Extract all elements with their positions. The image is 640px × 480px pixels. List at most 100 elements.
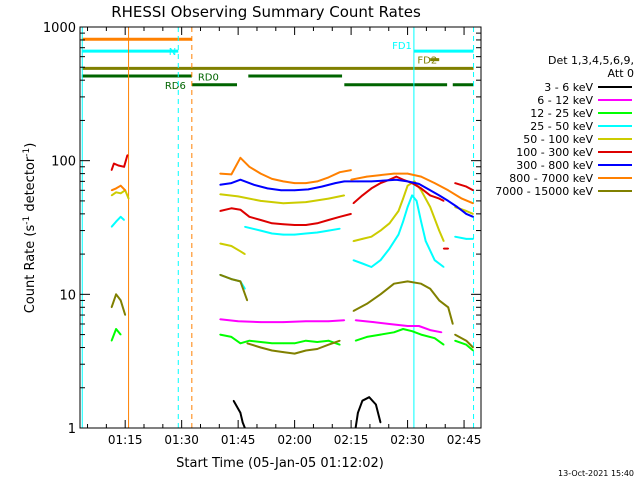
data-point	[420, 187, 422, 190]
data-point	[411, 330, 413, 333]
data-point	[126, 154, 129, 156]
data-point	[433, 337, 436, 340]
data-point	[219, 318, 221, 321]
flag-label-fd1: FD1	[392, 41, 412, 52]
data-point	[379, 182, 382, 184]
series-12-25-kev-segment-2	[355, 328, 445, 346]
data-point	[307, 188, 310, 191]
y-tick-label: 100	[51, 155, 76, 170]
data-point	[429, 288, 432, 290]
data-point	[418, 183, 420, 185]
series-50-100-kev-segment-1	[219, 242, 246, 255]
flag-label-fd2: FD2	[417, 56, 437, 67]
series-7000-15000-kev-segment-1	[219, 273, 249, 301]
data-point	[327, 320, 330, 323]
data-point	[442, 247, 445, 250]
data-point	[442, 240, 445, 242]
series-50-100-kev-segment-0	[111, 189, 130, 199]
data-point	[357, 412, 359, 414]
data-point	[241, 421, 244, 424]
series-7000-15000-kev	[110, 273, 474, 355]
data-point	[239, 412, 242, 414]
x-tick-label: 01:30	[164, 433, 199, 447]
data-point	[393, 282, 395, 285]
data-point	[420, 333, 422, 336]
data-point	[406, 206, 409, 208]
data-point	[456, 206, 459, 208]
data-point	[339, 216, 341, 218]
data-point	[244, 226, 246, 228]
data-point	[219, 333, 221, 336]
data-point	[433, 259, 436, 262]
data-point	[230, 182, 233, 184]
data-point	[282, 321, 285, 323]
data-point	[339, 339, 341, 342]
y-axis-label-mid: detector	[23, 156, 38, 216]
data-point	[327, 229, 330, 232]
legend-label-3-6-kev: 3 - 6 keV	[544, 81, 593, 94]
data-point	[354, 319, 357, 322]
data-point	[472, 238, 474, 240]
data-point	[259, 346, 262, 349]
data-point	[442, 266, 445, 268]
data-point	[280, 189, 282, 192]
chart-title: RHESSI Observing Summary Count Rates	[111, 3, 421, 21]
legend-label-12-25-kev: 12 - 25 keV	[530, 107, 593, 120]
data-point	[350, 178, 352, 181]
series-12-25-kev-segment-0	[110, 328, 122, 342]
data-point	[327, 176, 330, 179]
series-50-100-kev-segment-2	[219, 193, 345, 205]
data-point	[316, 222, 319, 225]
series-50-100-kev	[110, 180, 474, 255]
data-point	[248, 216, 251, 218]
series-100-300-kev-segment-4	[454, 182, 474, 192]
data-point	[393, 172, 395, 175]
data-point	[219, 172, 221, 175]
data-point	[447, 306, 450, 309]
data-point	[447, 247, 450, 250]
y-axis-label: Count Rate (s-1 detector-1)	[22, 143, 38, 314]
data-point	[402, 328, 404, 330]
data-point	[244, 288, 246, 290]
series-800-7000-kev-segment-0	[111, 184, 126, 192]
data-point	[110, 194, 113, 197]
data-point	[420, 282, 422, 285]
y-tick-label: 10	[59, 288, 76, 303]
data-point	[361, 399, 364, 402]
data-point	[293, 182, 296, 184]
data-point	[461, 197, 463, 200]
data-point	[465, 339, 468, 342]
series-25-50-kev-segment-3	[353, 194, 445, 268]
data-point	[282, 233, 285, 236]
legend-label-6-12-kev: 6 - 12 keV	[537, 94, 593, 107]
data-point	[438, 197, 441, 200]
data-point	[239, 178, 242, 181]
data-point	[115, 191, 117, 194]
data-point	[246, 342, 248, 345]
data-point	[239, 250, 242, 253]
data-point	[352, 202, 355, 205]
data-point	[115, 220, 117, 223]
data-point	[327, 339, 330, 342]
data-point	[316, 348, 319, 350]
data-point	[219, 193, 221, 196]
date-stamp: 13-Oct-2021 15:40	[558, 469, 634, 478]
data-point	[244, 253, 246, 255]
series-3-6-kev-segment-0	[232, 400, 246, 428]
data-point	[370, 266, 373, 268]
data-point	[110, 169, 113, 171]
data-point	[334, 182, 337, 184]
data-point	[424, 240, 427, 242]
data-point	[239, 157, 242, 159]
data-point	[395, 178, 398, 181]
data-point	[293, 352, 296, 355]
data-point	[465, 210, 468, 212]
data-point	[293, 224, 296, 226]
data-point	[384, 179, 386, 182]
data-point	[293, 342, 296, 345]
legend-label-300-800-kev: 300 - 800 keV	[516, 159, 593, 172]
x-axis-label: Start Time (05-Jan-05 01:12:02)	[176, 456, 384, 471]
data-point	[253, 184, 255, 186]
data-point	[305, 232, 307, 235]
